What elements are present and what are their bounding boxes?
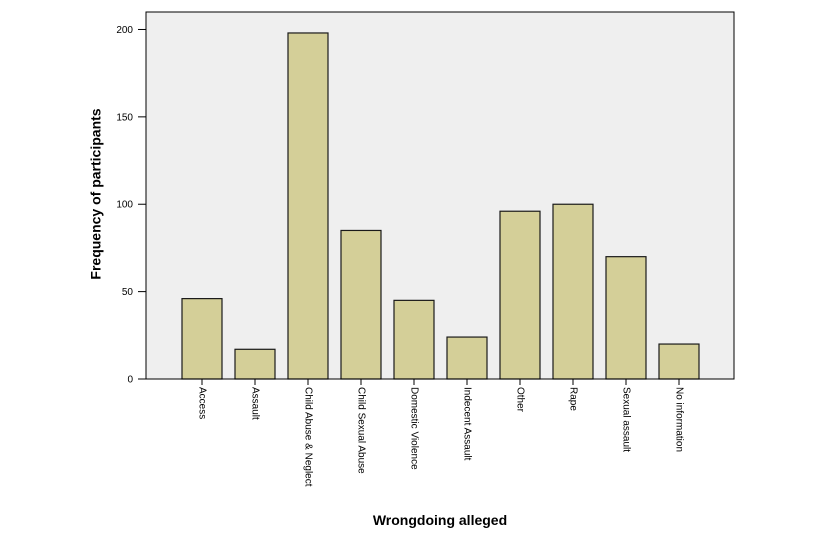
y-tick-label: 50	[122, 287, 134, 298]
bar-9	[605, 256, 647, 380]
bar-2	[234, 348, 276, 380]
x-category-label: Access	[196, 387, 207, 419]
bar-4	[340, 229, 382, 380]
x-axis-title: Wrongdoing alleged	[373, 512, 507, 528]
y-axis-title: Frequency of participants	[88, 108, 104, 279]
x-category-label: Child Abuse & Neglect	[302, 387, 313, 487]
x-category-label: Child Sexual Abuse	[355, 387, 366, 474]
x-category-label: Other	[514, 387, 525, 413]
y-tick-label: 200	[116, 25, 133, 36]
bar-1	[181, 298, 223, 380]
x-category-label: Rape	[567, 387, 578, 411]
bar-7	[499, 210, 541, 380]
x-category-label: Indecent Assault	[461, 387, 472, 461]
bar-5	[393, 299, 435, 380]
y-tick-label: 0	[127, 375, 133, 386]
y-tick-label: 150	[116, 112, 133, 123]
bar-6	[446, 336, 488, 380]
x-category-label: Sexual assault	[620, 387, 631, 452]
bar-10	[658, 343, 700, 380]
x-category-label: Domestic Violence	[408, 387, 419, 470]
x-category-label: Assault	[249, 387, 260, 420]
bar-8	[552, 203, 594, 380]
bar-group	[181, 32, 700, 380]
x-category-label: No information	[673, 387, 684, 452]
x-axis-ticks: Access Assault Child Abuse & Neglect Child …	[196, 379, 684, 487]
y-tick-label: 100	[116, 200, 133, 211]
bar-3	[287, 32, 329, 380]
y-axis-ticks: 0 50 100 150 200	[116, 25, 146, 386]
